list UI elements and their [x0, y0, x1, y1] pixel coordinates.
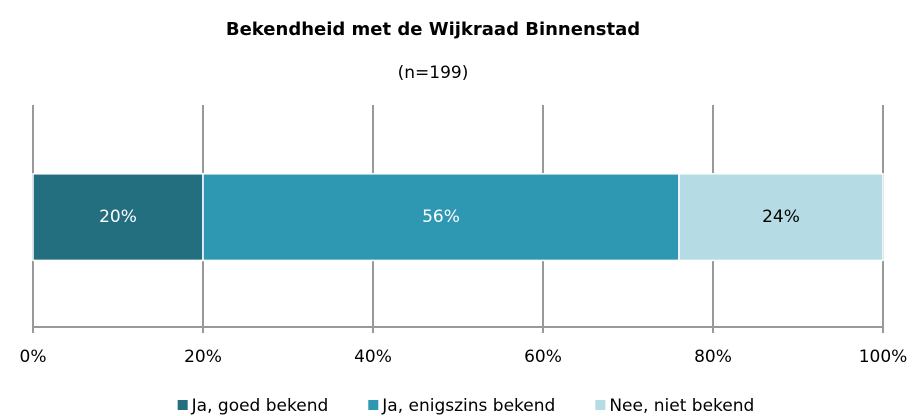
- legend-marker: [595, 400, 606, 410]
- chart-subtitle: (n=199): [398, 63, 469, 83]
- data-label: 20%: [99, 207, 137, 227]
- bar-segment: [32, 173, 204, 262]
- bar-segment: [202, 173, 680, 262]
- legend-label: Nee, niet bekend: [609, 396, 754, 416]
- data-label: 24%: [762, 207, 800, 227]
- x-tick-label: 100%: [859, 347, 908, 367]
- legend-marker: [177, 400, 188, 410]
- x-tick-label: 20%: [184, 347, 222, 367]
- x-tick-label: 80%: [694, 347, 732, 367]
- chart-title: Bekendheid met de Wijkraad Binnenstad: [226, 19, 640, 40]
- data-label: 56%: [422, 207, 460, 227]
- x-tick-label: 40%: [354, 347, 392, 367]
- x-tick-label: 60%: [524, 347, 562, 367]
- legend-label: Ja, enigszins bekend: [381, 396, 555, 416]
- x-tick-label: 0%: [20, 347, 47, 367]
- legend-marker: [368, 400, 379, 410]
- legend-label: Ja, goed bekend: [191, 396, 329, 416]
- bar-segment: [678, 173, 884, 262]
